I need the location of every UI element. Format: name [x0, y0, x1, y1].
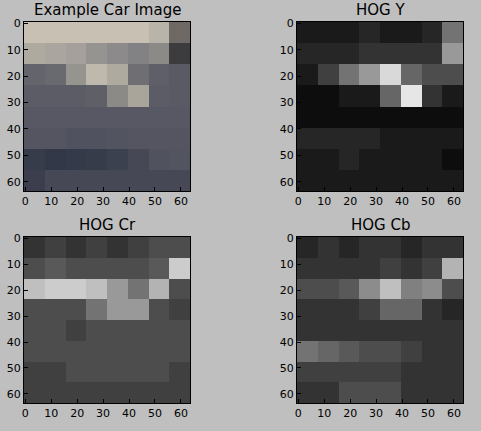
svg-text:50: 50: [280, 149, 294, 162]
svg-text:30: 30: [96, 195, 110, 208]
svg-text:HOG Cr: HOG Cr: [79, 216, 136, 234]
svg-text:20: 20: [70, 195, 84, 208]
svg-text:0: 0: [14, 17, 21, 30]
svg-text:0: 0: [287, 232, 294, 245]
svg-text:60: 60: [447, 407, 461, 420]
svg-text:10: 10: [317, 407, 331, 420]
svg-text:40: 40: [7, 123, 21, 136]
svg-text:0: 0: [295, 407, 302, 420]
svg-text:50: 50: [421, 407, 435, 420]
svg-text:50: 50: [280, 362, 294, 375]
svg-text:0: 0: [14, 232, 21, 245]
svg-text:0: 0: [22, 195, 29, 208]
svg-text:10: 10: [317, 195, 331, 208]
svg-text:40: 40: [395, 195, 409, 208]
svg-text:40: 40: [7, 336, 21, 349]
svg-text:0: 0: [287, 17, 294, 30]
svg-text:40: 40: [122, 195, 136, 208]
svg-text:HOG Cb: HOG Cb: [351, 216, 410, 234]
svg-text:10: 10: [44, 407, 58, 420]
svg-text:50: 50: [421, 195, 435, 208]
svg-text:30: 30: [280, 96, 294, 109]
svg-text:50: 50: [148, 407, 162, 420]
svg-text:30: 30: [7, 96, 21, 109]
svg-text:50: 50: [7, 362, 21, 375]
svg-text:20: 20: [280, 70, 294, 83]
svg-text:20: 20: [7, 70, 21, 83]
svg-text:20: 20: [7, 284, 21, 297]
svg-text:10: 10: [280, 258, 294, 271]
svg-text:20: 20: [280, 284, 294, 297]
svg-text:30: 30: [7, 310, 21, 323]
svg-text:60: 60: [7, 388, 21, 401]
svg-text:40: 40: [122, 407, 136, 420]
svg-text:60: 60: [280, 176, 294, 189]
svg-text:60: 60: [174, 407, 188, 420]
svg-text:40: 40: [280, 336, 294, 349]
svg-text:30: 30: [369, 195, 383, 208]
svg-text:60: 60: [447, 195, 461, 208]
svg-text:30: 30: [280, 310, 294, 323]
svg-text:40: 40: [280, 123, 294, 136]
svg-text:Example Car Image: Example Car Image: [34, 1, 181, 19]
svg-text:30: 30: [96, 407, 110, 420]
svg-text:10: 10: [280, 44, 294, 57]
svg-text:10: 10: [7, 258, 21, 271]
svg-text:20: 20: [70, 407, 84, 420]
svg-text:10: 10: [44, 195, 58, 208]
svg-text:30: 30: [369, 407, 383, 420]
svg-text:HOG Y: HOG Y: [356, 1, 405, 19]
svg-text:20: 20: [343, 407, 357, 420]
svg-text:20: 20: [343, 195, 357, 208]
svg-text:40: 40: [395, 407, 409, 420]
svg-text:60: 60: [174, 195, 188, 208]
svg-text:60: 60: [7, 176, 21, 189]
svg-text:50: 50: [148, 195, 162, 208]
svg-text:10: 10: [7, 44, 21, 57]
svg-text:0: 0: [22, 407, 29, 420]
svg-text:0: 0: [295, 195, 302, 208]
svg-text:50: 50: [7, 149, 21, 162]
svg-text:60: 60: [280, 388, 294, 401]
